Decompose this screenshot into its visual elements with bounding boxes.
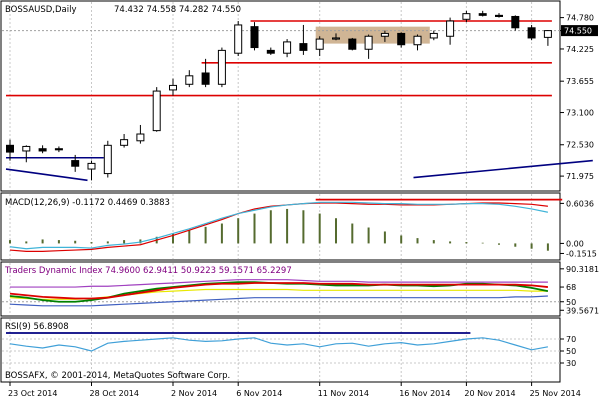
macd-main-line xyxy=(9,201,549,250)
rsi-title: RSI(9) 56.8908 xyxy=(5,322,69,332)
candle-body[interactable] xyxy=(462,13,471,20)
candle-body[interactable] xyxy=(6,144,14,153)
macd-tick-label: -0.1515 xyxy=(566,249,597,258)
candle-body[interactable] xyxy=(169,84,177,91)
tdi-tick-label: 68 xyxy=(566,283,576,292)
x-tick-label: 20 Nov 2014 xyxy=(464,389,515,398)
macd-title: MACD(12,26,9) -0.1172 0.4469 0.3883 xyxy=(5,198,170,208)
price-tick-label: 71.975 xyxy=(566,172,594,181)
candle-body[interactable] xyxy=(429,32,438,39)
x-tick-label: 16 Nov 2014 xyxy=(399,389,450,398)
candle-body[interactable] xyxy=(201,72,210,85)
x-tick-label: 2 Nov 2014 xyxy=(171,389,217,398)
candle-body[interactable] xyxy=(71,160,80,167)
candle-body[interactable] xyxy=(217,49,226,85)
candle-body[interactable] xyxy=(543,30,552,38)
tdi-title: Traders Dynamic Index 74.9600 62.9411 50… xyxy=(4,266,292,276)
price-tick-label: 73.100 xyxy=(566,109,594,118)
x-tick-label: 28 Oct 2014 xyxy=(90,389,139,398)
rsi-tick-label: 50 xyxy=(566,347,576,356)
candle-body[interactable] xyxy=(87,162,96,170)
candle-body[interactable] xyxy=(380,32,389,37)
price-tick-label: 73.655 xyxy=(566,77,594,86)
price-tick-label: 72.530 xyxy=(566,141,594,150)
price-tick-label: 74.780 xyxy=(566,14,594,23)
candle-body[interactable] xyxy=(332,37,340,40)
trend-line[interactable] xyxy=(5,168,88,182)
candle-body[interactable] xyxy=(103,144,112,175)
tdi-purple-line xyxy=(10,279,548,288)
current-price-tag xyxy=(561,25,598,37)
candle-body[interactable] xyxy=(478,13,487,16)
candle-body[interactable] xyxy=(266,49,275,54)
trend-line[interactable] xyxy=(413,159,593,179)
candle-body[interactable] xyxy=(315,38,324,50)
candle-body[interactable] xyxy=(364,35,373,50)
copyright-label: BOSSAFX, © 2001-2014, MetaQuotes Softwar… xyxy=(5,371,230,381)
current-price-tag-text: 74.550 xyxy=(564,27,592,36)
tdi-tick-label: 39.5671 xyxy=(566,306,599,315)
macd-tick-label: 0.00 xyxy=(566,239,584,248)
tdi-red-line xyxy=(9,282,548,300)
price-tick-label: 74.225 xyxy=(566,45,594,54)
tdi-blue-line xyxy=(9,295,548,307)
candle-body[interactable] xyxy=(38,148,47,152)
candle-body[interactable] xyxy=(152,90,161,132)
candle-body[interactable] xyxy=(299,43,308,51)
candle-body[interactable] xyxy=(413,35,422,46)
candle-body[interactable] xyxy=(495,14,503,17)
candle-body[interactable] xyxy=(136,133,145,142)
supply-zone xyxy=(315,26,430,44)
x-tick-label: 25 Nov 2014 xyxy=(530,389,581,398)
rsi-line xyxy=(9,337,549,352)
rsi-tick-label: 70 xyxy=(566,335,576,344)
candle-body[interactable] xyxy=(250,26,259,49)
candle-body[interactable] xyxy=(348,38,357,50)
candle-body[interactable] xyxy=(54,148,63,151)
tdi-tick-label: 90.3181 xyxy=(566,265,599,274)
rsi-tick-label: 30 xyxy=(566,359,576,368)
candle-body[interactable] xyxy=(22,145,31,152)
candle-body[interactable] xyxy=(234,24,243,54)
tdi-tick-label: 50 xyxy=(566,298,576,307)
x-tick-label: 23 Oct 2014 xyxy=(8,389,57,398)
candle-body[interactable] xyxy=(527,27,536,39)
candle-body[interactable] xyxy=(120,139,129,146)
candle-body[interactable] xyxy=(283,41,292,54)
symbol-title: BOSSAUSD,Daily xyxy=(5,5,77,15)
macd-tick-label: 0.6036 xyxy=(566,199,594,208)
candle-body[interactable] xyxy=(511,15,520,29)
candle-body[interactable] xyxy=(185,75,194,85)
x-tick-label: 11 Nov 2014 xyxy=(318,389,369,398)
ohlc-readout: 74.432 74.558 74.282 74.550 xyxy=(114,5,241,15)
x-tick-label: 6 Nov 2014 xyxy=(236,389,282,398)
candle-body[interactable] xyxy=(446,20,455,37)
candle-body[interactable] xyxy=(397,32,406,46)
